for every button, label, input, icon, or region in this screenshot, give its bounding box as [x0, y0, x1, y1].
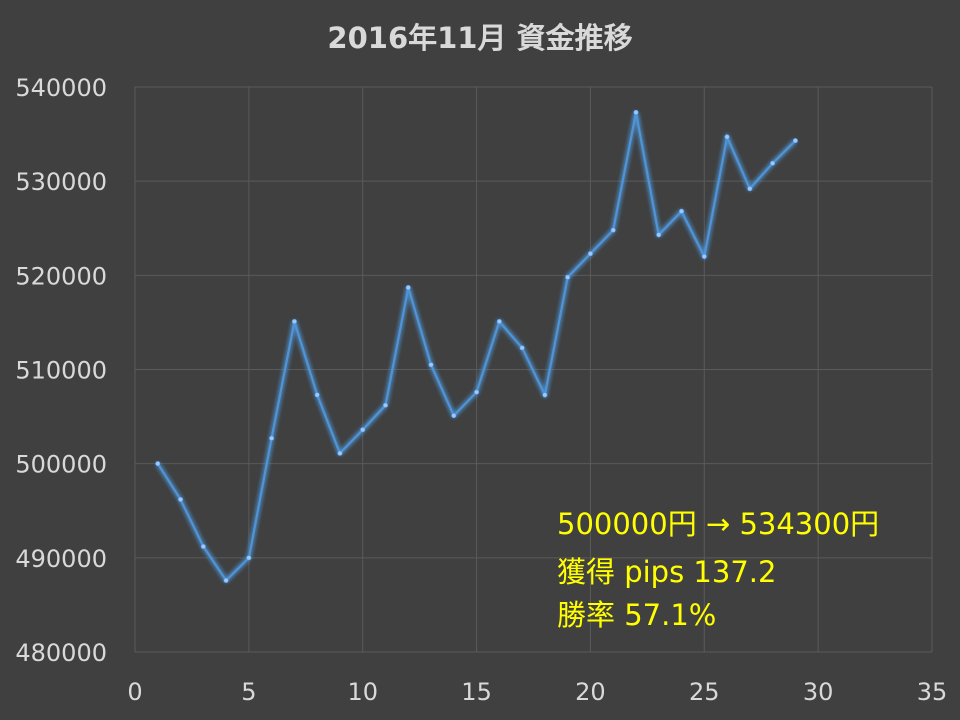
data-point: [656, 232, 662, 238]
y-tick-label: 520000: [15, 262, 107, 290]
data-points: [155, 109, 798, 583]
data-point: [542, 392, 548, 398]
data-point: [587, 251, 593, 257]
data-point: [792, 138, 798, 144]
result-annotation: 500000円 → 534300円 獲得 pips 137.2 勝率 57.1%: [557, 507, 879, 632]
data-point: [200, 544, 206, 550]
y-tick-label: 480000: [15, 639, 107, 667]
data-point: [770, 160, 776, 166]
x-tick-label: 35: [917, 678, 948, 706]
x-axis-ticks: 0 5 10 15 20 25 30 35: [127, 678, 947, 706]
x-tick-label: 25: [689, 678, 720, 706]
x-tick-label: 10: [347, 678, 378, 706]
data-point: [223, 577, 229, 583]
data-point: [314, 392, 320, 398]
y-tick-label: 500000: [15, 451, 107, 479]
grid: [134, 86, 933, 653]
y-axis-ticks: 480000 490000 500000 510000 520000 530000 5400…: [15, 74, 107, 667]
data-point: [246, 555, 252, 561]
data-point: [428, 362, 434, 368]
data-point: [291, 318, 297, 324]
data-point: [519, 345, 525, 351]
chart-title: 2016年11月 資金推移: [327, 21, 632, 55]
data-point: [360, 427, 366, 433]
data-point: [178, 496, 184, 502]
annotation-winrate: 勝率 57.1%: [557, 598, 716, 632]
x-tick-label: 0: [127, 678, 142, 706]
data-point: [405, 285, 411, 291]
data-point: [633, 109, 639, 115]
annotation-balance: 500000円 → 534300円: [557, 507, 879, 541]
y-tick-label: 510000: [15, 357, 107, 385]
data-point: [496, 318, 502, 324]
data-point: [382, 402, 388, 408]
x-tick-label: 30: [803, 678, 834, 706]
data-point: [701, 254, 707, 260]
data-point: [679, 208, 685, 214]
y-tick-label: 490000: [15, 545, 107, 573]
data-point: [155, 461, 161, 467]
x-tick-label: 15: [461, 678, 492, 706]
data-point: [269, 435, 275, 441]
data-point: [474, 389, 480, 395]
annotation-pips: 獲得 pips 137.2: [557, 555, 776, 589]
data-point: [610, 227, 616, 233]
data-point: [337, 450, 343, 456]
y-tick-label: 530000: [15, 168, 107, 196]
data-point: [747, 186, 753, 192]
data-point: [451, 413, 457, 419]
y-tick-label: 540000: [15, 74, 107, 102]
x-tick-label: 20: [575, 678, 606, 706]
data-point: [565, 274, 571, 280]
data-point: [724, 134, 730, 140]
x-tick-label: 5: [241, 678, 256, 706]
